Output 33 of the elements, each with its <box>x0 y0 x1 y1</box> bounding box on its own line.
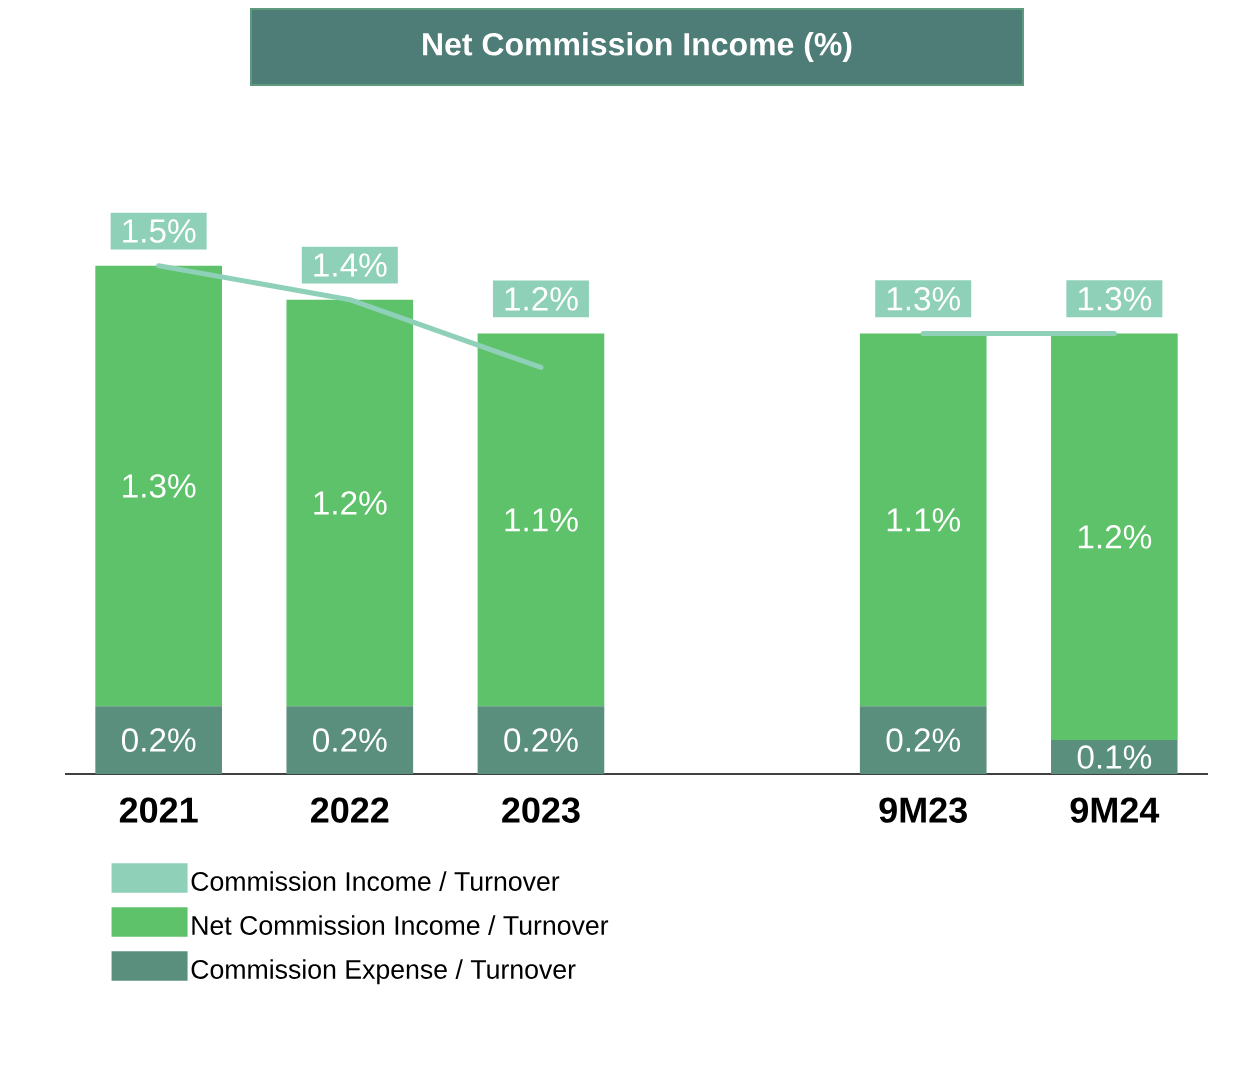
bar <box>286 299 414 707</box>
bar <box>859 333 987 707</box>
data-label: 1.2% <box>505 287 578 311</box>
data-label: 0.2% <box>121 728 196 752</box>
x-tick-label: 2023 <box>502 797 580 823</box>
x-tick-label: 9M24 <box>1070 797 1160 823</box>
text: Net Commission Income (%) <box>423 32 852 62</box>
bar <box>286 706 414 774</box>
bar <box>95 706 222 774</box>
data-label: 1.1% <box>887 508 961 532</box>
legend-label: Commission Income / Turnover <box>191 871 560 891</box>
data-label: 1.3% <box>1078 286 1152 311</box>
data-label: 1.2% <box>314 491 387 515</box>
data-label: 1.3% <box>887 286 961 311</box>
bar <box>95 265 222 707</box>
legend-label: Net Commission Income / Turnover <box>192 915 609 935</box>
bar <box>1051 333 1178 741</box>
x-tick-label: 9M23 <box>879 797 967 823</box>
data-label: 0.2% <box>504 728 578 752</box>
x-tick-label: 2021 <box>119 797 198 823</box>
data-label: 1.5% <box>123 219 196 243</box>
bar <box>859 706 987 774</box>
legend-label: Commission Expense / Turnover <box>191 959 576 985</box>
data-label: 1.2% <box>1078 525 1152 549</box>
x-tick-label: 2022 <box>311 797 389 823</box>
bar <box>477 706 605 774</box>
data-label: 0.2% <box>886 728 961 752</box>
data-label: 0.2% <box>313 728 387 752</box>
bar <box>477 333 605 707</box>
data-label: 1.4% <box>314 253 387 277</box>
data-label: 1.1% <box>505 508 578 532</box>
data-label: 0.1% <box>1077 745 1152 769</box>
data-label: 1.3% <box>123 474 196 498</box>
